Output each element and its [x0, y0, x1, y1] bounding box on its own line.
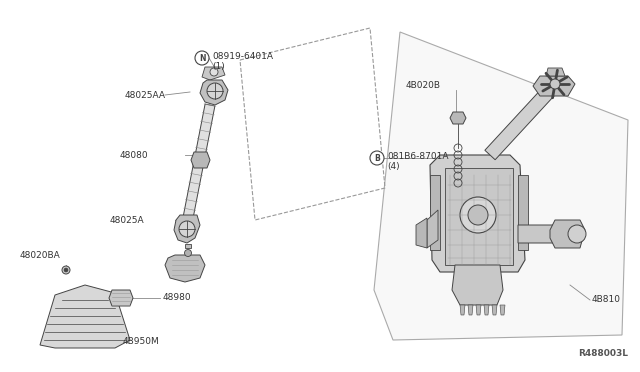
Polygon shape	[40, 285, 130, 348]
Polygon shape	[518, 175, 528, 250]
Polygon shape	[200, 80, 228, 105]
Circle shape	[210, 68, 218, 76]
Circle shape	[550, 79, 560, 89]
Polygon shape	[492, 305, 497, 315]
Text: N: N	[199, 54, 205, 62]
Polygon shape	[533, 76, 575, 96]
Circle shape	[62, 266, 70, 274]
Polygon shape	[174, 215, 200, 243]
Text: 4B810: 4B810	[592, 295, 621, 305]
Polygon shape	[191, 152, 210, 168]
Polygon shape	[485, 85, 555, 160]
Polygon shape	[427, 210, 438, 248]
Text: (4): (4)	[387, 161, 399, 170]
Polygon shape	[183, 104, 215, 219]
Text: 4B020B: 4B020B	[406, 80, 441, 90]
Polygon shape	[500, 305, 505, 315]
Circle shape	[184, 250, 191, 257]
Circle shape	[460, 197, 496, 233]
Text: 48980: 48980	[163, 294, 191, 302]
Text: (1): (1)	[212, 61, 225, 71]
Text: 48025A: 48025A	[110, 215, 145, 224]
Circle shape	[468, 205, 488, 225]
Text: 08919-6401A: 08919-6401A	[212, 51, 273, 61]
Polygon shape	[468, 305, 473, 315]
Circle shape	[370, 151, 384, 165]
Polygon shape	[484, 305, 489, 315]
Text: B: B	[374, 154, 380, 163]
Circle shape	[207, 83, 223, 99]
Polygon shape	[185, 244, 191, 248]
Circle shape	[179, 221, 195, 237]
Text: 48025AA: 48025AA	[125, 90, 166, 99]
Polygon shape	[109, 290, 133, 306]
Polygon shape	[452, 265, 503, 305]
Polygon shape	[430, 175, 440, 250]
Polygon shape	[416, 218, 427, 248]
Polygon shape	[374, 32, 628, 340]
Polygon shape	[550, 220, 585, 248]
Circle shape	[568, 225, 586, 243]
Text: 4B950M: 4B950M	[123, 337, 160, 346]
Text: R488003L: R488003L	[578, 349, 628, 358]
Polygon shape	[165, 255, 205, 282]
Text: 081B6-8701A: 081B6-8701A	[387, 151, 449, 160]
Text: 48020BA: 48020BA	[20, 250, 61, 260]
Polygon shape	[476, 305, 481, 315]
Polygon shape	[518, 225, 560, 243]
Polygon shape	[546, 68, 565, 76]
Polygon shape	[450, 112, 466, 124]
Polygon shape	[445, 168, 513, 265]
Text: 48080: 48080	[120, 151, 148, 160]
Circle shape	[195, 51, 209, 65]
Polygon shape	[202, 67, 225, 80]
Circle shape	[64, 268, 68, 272]
Polygon shape	[430, 155, 525, 272]
Polygon shape	[460, 305, 465, 315]
